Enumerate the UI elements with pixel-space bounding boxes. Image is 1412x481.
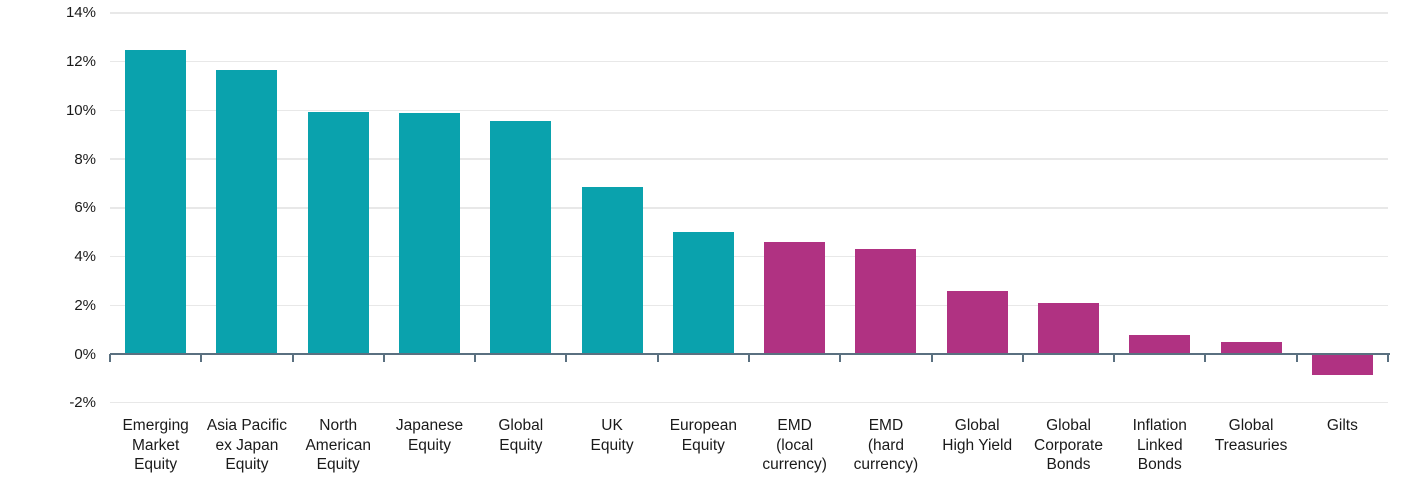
gridline--2% [110, 401, 1388, 404]
x-axis-tick [200, 353, 203, 362]
x-axis-tick [109, 353, 111, 362]
y-tick-label: 12% [65, 53, 96, 71]
x-axis-tick [1021, 353, 1024, 362]
y-tick-label: 10% [65, 101, 96, 119]
x-axis-tick [1295, 353, 1298, 362]
bar-emerging-market-equity [125, 49, 187, 354]
bar-north-american-equity [307, 111, 369, 354]
x-category-label: Global High Yield [942, 417, 1013, 454]
x-axis-tick [656, 353, 659, 362]
x-axis-tick [839, 353, 842, 362]
x-category-label: EMD (local currency) [762, 417, 827, 473]
x-category-label: Inflation Linked Bonds [1132, 417, 1187, 473]
gridline-2% [110, 304, 1388, 307]
y-tick-label: 0% [74, 345, 96, 363]
x-category-label: Asia Pacific ex Japan Equity [206, 417, 287, 473]
y-tick-label: -2% [69, 394, 96, 412]
x-axis-tick [1204, 353, 1207, 362]
bar-inflation-linked-bonds [1129, 334, 1191, 354]
bar-japanese-equity [399, 112, 460, 354]
x-axis-tick [474, 353, 477, 362]
x-axis-tick [382, 353, 385, 362]
gridline-14% [110, 12, 1388, 14]
bar-global-corporate-bonds [1038, 302, 1099, 354]
gridline-10% [110, 109, 1388, 112]
y-tick-label: 2% [74, 296, 96, 314]
y-tick-label: 8% [74, 150, 96, 168]
x-axis-tick [1113, 353, 1116, 362]
gridline-4% [110, 255, 1388, 258]
y-tick-label: 14% [65, 4, 96, 22]
y-tick-label: 4% [74, 248, 96, 266]
x-category-label: Emerging Market Equity [122, 417, 189, 473]
x-axis-tick [1387, 353, 1389, 362]
x-category-label: European Equity [669, 417, 737, 454]
x-axis-tick [565, 353, 568, 362]
x-category-label: North American Equity [305, 417, 371, 473]
x-category-label: Japanese Equity [395, 417, 464, 454]
x-category-label: Global Equity [498, 417, 544, 454]
bar-global-treasuries [1220, 341, 1282, 354]
x-category-label: Gilts [1326, 417, 1358, 434]
bar-asia-pacific-ex-japan-equity [216, 70, 278, 354]
x-axis-line [110, 352, 1390, 356]
x-category-label: Global Corporate Bonds [1034, 417, 1103, 473]
bar-emd-local-currency [764, 241, 826, 354]
bar-global-equity [490, 121, 552, 354]
gridline-8% [110, 158, 1388, 160]
bar-emd-hard-currency [855, 249, 917, 354]
gridline-12% [110, 60, 1388, 63]
bar-gilts [1311, 355, 1373, 375]
bar-european-equity [672, 232, 734, 354]
bar-global-high-yield [946, 290, 1008, 354]
x-axis-tick [748, 353, 750, 362]
x-category-label: UK Equity [590, 417, 634, 454]
x-axis-tick [930, 353, 933, 362]
x-category-label: EMD (hard currency) [853, 417, 919, 473]
gridline-6% [110, 207, 1388, 209]
x-category-label: Global Treasuries [1214, 417, 1288, 454]
bar-uk-equity [581, 187, 643, 354]
y-tick-label: 6% [74, 199, 96, 217]
x-axis-tick [291, 353, 294, 362]
